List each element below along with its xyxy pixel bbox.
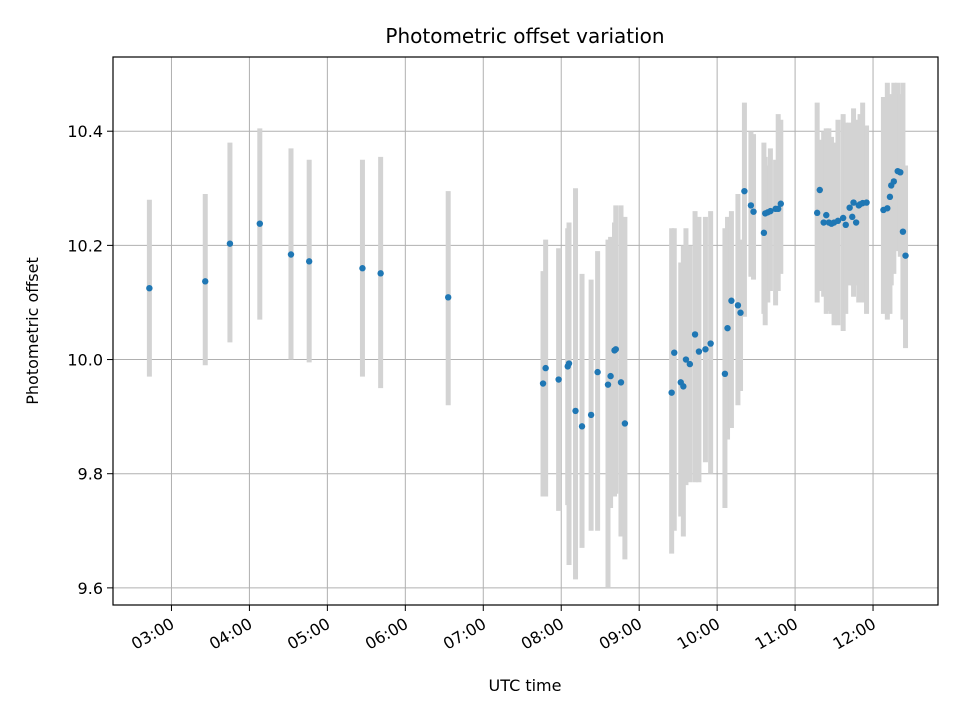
data-point	[256, 220, 264, 227]
data-point	[578, 423, 586, 430]
y-tick-label: 9.8	[78, 465, 103, 484]
data-point	[721, 370, 729, 378]
data-point	[850, 199, 857, 206]
data-point	[902, 252, 909, 259]
data-point	[737, 309, 744, 316]
data-point	[695, 348, 703, 355]
data-point	[146, 284, 153, 292]
data-point	[668, 389, 675, 396]
data-point	[617, 379, 625, 386]
data-point	[852, 219, 860, 226]
data-point	[760, 229, 768, 237]
data-point	[884, 205, 891, 212]
data-point	[823, 211, 830, 219]
data-point	[542, 364, 549, 372]
data-point	[842, 221, 849, 229]
data-point	[604, 381, 612, 388]
data-point	[686, 360, 694, 368]
data-point	[747, 202, 755, 209]
data-point	[886, 193, 894, 201]
grid-lines	[113, 57, 938, 605]
data-point	[607, 372, 614, 380]
data-point	[305, 258, 313, 265]
data-point	[202, 278, 209, 285]
data-point	[774, 205, 782, 213]
data-point	[728, 297, 735, 304]
y-tick-label: 10.2	[67, 236, 103, 255]
data-point	[707, 340, 714, 347]
data-point	[839, 214, 847, 222]
data-point	[555, 376, 562, 383]
data-point	[226, 240, 234, 247]
data-point	[816, 186, 823, 194]
data-point	[587, 411, 595, 419]
data-point	[680, 383, 687, 390]
data-point	[671, 349, 678, 356]
data-point	[849, 213, 856, 221]
y-tick-label: 10.4	[67, 122, 103, 141]
data-point	[565, 360, 573, 367]
y-axis-ticks: 9.6 9.8 10.0 10.2 10.4	[67, 122, 113, 598]
y-axis-label: Photometric offset	[23, 257, 42, 405]
data-point	[572, 407, 579, 415]
data-point	[767, 207, 774, 215]
data-point	[813, 209, 821, 217]
data-point	[594, 368, 601, 376]
data-point	[612, 346, 619, 353]
data-point	[834, 217, 842, 225]
y-tick-label: 9.6	[78, 579, 103, 598]
x-axis-label: UTC time	[489, 676, 562, 695]
data-point	[444, 294, 452, 301]
data-point	[890, 178, 898, 185]
data-point	[897, 169, 904, 176]
data-point	[539, 380, 547, 387]
data-point	[863, 199, 870, 206]
data-point	[691, 331, 699, 338]
data-point	[359, 265, 366, 272]
data-point	[734, 302, 742, 309]
data-point	[377, 270, 384, 277]
data-point	[777, 200, 784, 207]
data-point	[702, 346, 709, 353]
data-point	[682, 356, 690, 363]
data-point	[750, 208, 757, 215]
chart-title: Photometric offset variation	[385, 24, 664, 48]
data-point	[899, 228, 907, 235]
data-point	[846, 204, 853, 211]
data-point	[724, 324, 731, 332]
data-point	[741, 187, 748, 195]
data-point	[287, 251, 295, 258]
plot-area-frame	[112, 56, 939, 606]
data-point	[621, 420, 629, 427]
data-point	[820, 219, 827, 226]
data-points	[146, 167, 909, 430]
y-tick-label: 10.0	[67, 351, 103, 370]
